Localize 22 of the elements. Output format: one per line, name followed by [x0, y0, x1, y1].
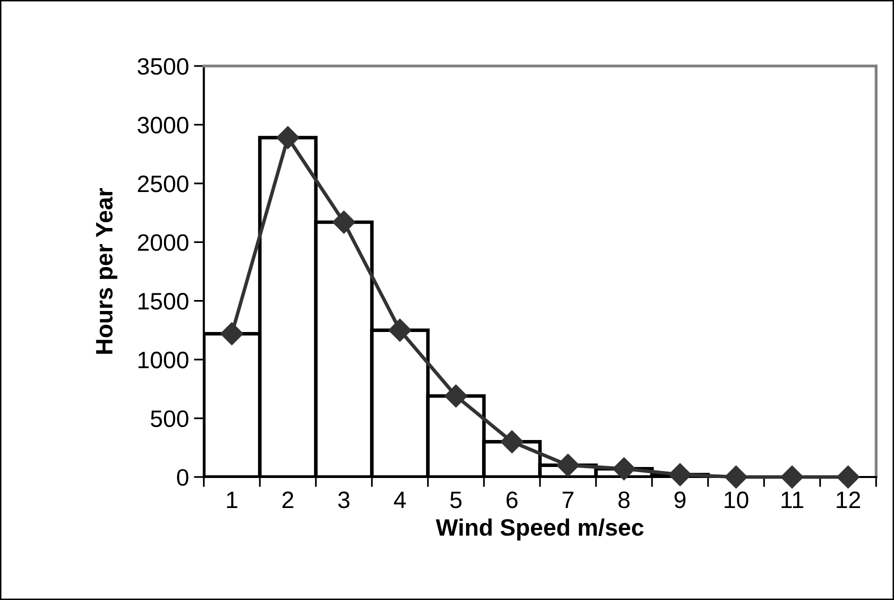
- y-tick-label: 2500: [138, 175, 188, 192]
- x-axis-title: Wind Speed m/sec: [436, 518, 644, 540]
- x-tick-label: 8: [618, 492, 630, 508]
- x-tick-label: 2: [282, 492, 294, 508]
- x-tick-label: 12: [836, 492, 860, 508]
- y-axis-title: Hours per Year: [96, 188, 118, 354]
- x-tick-label: 9: [674, 492, 686, 508]
- x-tick-label: 7: [562, 492, 574, 508]
- x-tick-label: 6: [506, 492, 518, 508]
- x-tick-label: 5: [450, 492, 462, 508]
- y-tick-label: 2000: [138, 234, 188, 251]
- x-tick-label: 1: [227, 492, 238, 508]
- x-tick-label: 10: [724, 492, 748, 508]
- y-tick-label: 3500: [138, 58, 188, 75]
- x-tick-label: 11: [782, 492, 804, 508]
- x-tick-label: 3: [338, 492, 350, 508]
- y-tick-label: 1000: [138, 352, 188, 368]
- y-tick-label: 1500: [138, 292, 188, 310]
- y-tick-label: 500: [150, 410, 188, 428]
- y-tick-label: 3000: [138, 116, 188, 134]
- y-tick-label: 0: [177, 469, 188, 486]
- x-tick-label: 4: [394, 492, 406, 508]
